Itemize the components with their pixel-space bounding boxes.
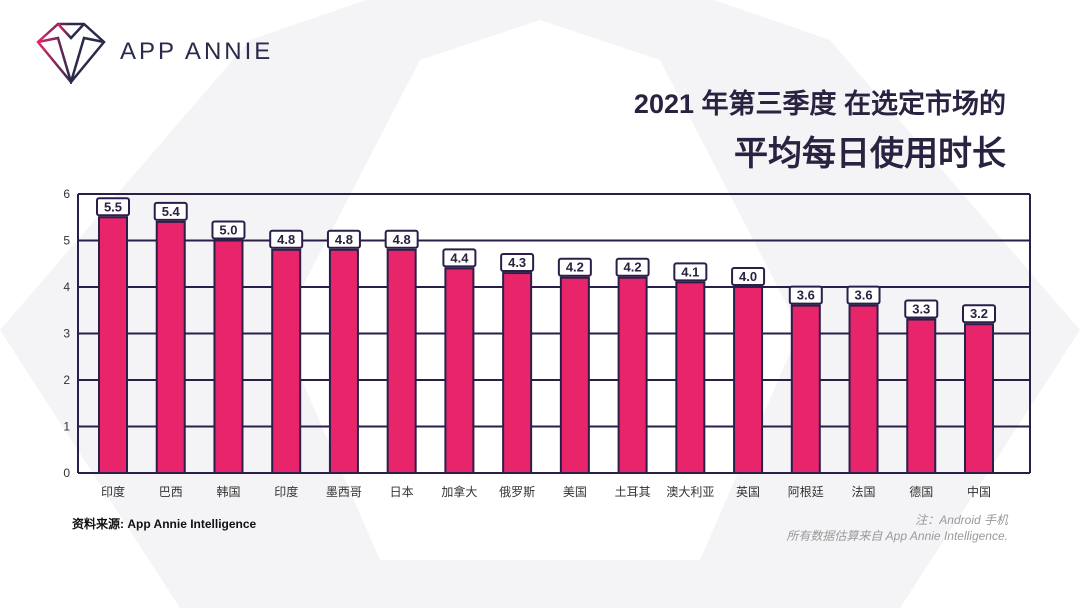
x-tick-label: 土耳其: [615, 485, 651, 499]
data-label-box: [731, 267, 766, 286]
data-label: 4.4: [450, 250, 469, 265]
x-tick-label: 阿根廷: [788, 485, 824, 499]
x-tick-label: 加拿大: [441, 484, 477, 499]
data-label: 4.8: [335, 232, 353, 247]
bar: [675, 281, 706, 474]
diamond-logo-icon: [36, 22, 106, 84]
note-text-2: 所有数据估算来自 App Annie Intelligence.: [786, 529, 1008, 543]
x-tick-label: 印度: [274, 484, 298, 499]
bar: [733, 286, 764, 474]
data-label: 3.3: [912, 302, 930, 317]
bar: [444, 267, 475, 474]
bar: [964, 323, 994, 475]
source-text: 资料来源: App Annie Intelligence: [72, 517, 257, 531]
data-label: 5.5: [104, 199, 122, 214]
data-label-box: [384, 229, 419, 249]
x-tick-label: 美国: [563, 485, 587, 499]
data-label: 4.0: [739, 269, 757, 284]
bar: [328, 248, 359, 474]
x-tick-label: 德国: [909, 484, 933, 499]
x-tick-label: 英国: [736, 485, 760, 499]
x-tick-label: 印度: [101, 484, 125, 499]
bar: [155, 220, 186, 474]
data-label-box: [96, 197, 130, 217]
data-label-box: [962, 304, 996, 324]
app-annie-logo: APP ANNIE: [36, 20, 273, 84]
data-label-box: [615, 257, 650, 277]
x-tick-label: 法国: [852, 485, 876, 499]
bar: [502, 272, 533, 474]
data-label: 5.4: [162, 204, 181, 219]
bar: [790, 304, 821, 474]
bar: [386, 248, 417, 474]
data-label: 5.0: [219, 223, 237, 238]
data-label-box: [673, 262, 708, 282]
x-tick-label: 俄罗斯: [499, 485, 535, 499]
data-label-box: [269, 229, 304, 249]
chart-title-line2: 平均每日使用时长: [734, 135, 1006, 173]
bar: [559, 276, 590, 475]
data-label-box: [500, 253, 535, 273]
bar: [213, 239, 244, 474]
bar: [617, 276, 648, 475]
y-tick-label: 4: [63, 280, 70, 294]
data-label-box: [904, 299, 939, 319]
chart-title-line1: 2021 年第三季度 在选定市场的: [633, 89, 1006, 119]
y-tick-label: 0: [63, 466, 70, 480]
data-label: 4.8: [393, 232, 411, 247]
data-label-box: [211, 220, 246, 240]
data-label: 3.6: [797, 288, 815, 303]
data-label: 4.2: [566, 260, 584, 275]
data-label: 4.8: [277, 232, 295, 247]
brand-name: APP ANNIE: [120, 38, 274, 65]
data-label-box: [326, 229, 361, 249]
x-tick-label: 墨西哥: [326, 485, 362, 499]
data-label: 4.1: [681, 264, 699, 279]
y-tick-label: 2: [63, 373, 70, 387]
bar: [98, 216, 128, 474]
bar: [271, 248, 302, 474]
bar: [906, 318, 937, 474]
data-label-box: [846, 285, 881, 305]
data-label: 3.2: [970, 306, 988, 321]
data-label: 4.3: [508, 255, 526, 270]
y-tick-label: 1: [63, 420, 70, 434]
x-tick-label: 日本: [390, 485, 414, 499]
x-tick-label: 韩国: [216, 484, 240, 499]
data-label-box: [442, 248, 477, 268]
note-text: 注：Android 手机: [915, 513, 1008, 527]
data-label-box: [153, 201, 188, 221]
data-label: 3.6: [854, 288, 872, 303]
x-tick-label: 澳大利亚: [666, 485, 714, 499]
data-label-box: [557, 257, 592, 277]
data-label: 4.2: [624, 260, 642, 275]
y-tick-label: 6: [63, 187, 70, 201]
x-tick-label: 中国: [967, 484, 991, 499]
y-tick-label: 3: [63, 327, 70, 341]
data-label-box: [788, 285, 823, 305]
y-tick-label: 5: [63, 234, 70, 248]
bar: [848, 304, 879, 474]
x-tick-label: 巴西: [159, 485, 183, 499]
